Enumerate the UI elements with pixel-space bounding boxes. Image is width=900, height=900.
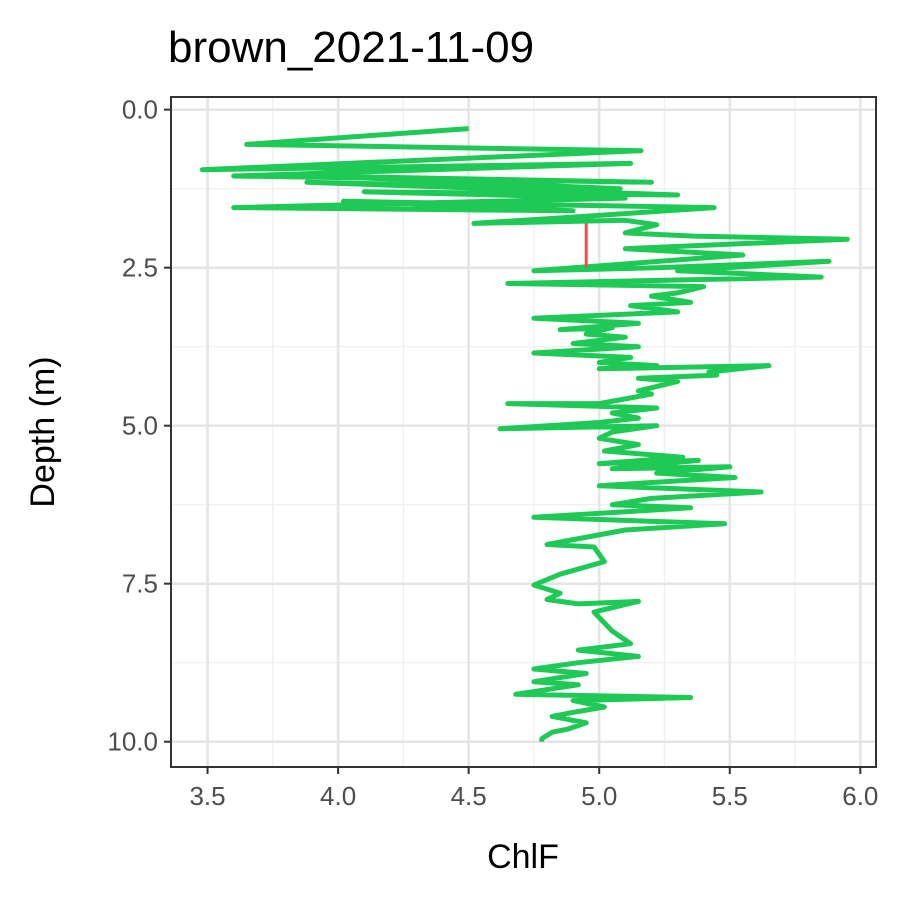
series-line-0: [199, 126, 850, 742]
series-layer: [199, 126, 850, 742]
x-tick-label: 6.0: [842, 781, 878, 811]
x-tick-label: 4.0: [320, 781, 356, 811]
plot-area: [170, 96, 877, 768]
plot-border: [170, 96, 877, 768]
x-axis-title: ChlF: [487, 838, 559, 876]
x-tick-label: 5.0: [581, 781, 617, 811]
y-tick-label: 0.0: [122, 95, 158, 125]
y-tick-label: 10.0: [107, 727, 158, 757]
y-axis: 0.0 2.5 5.0 7.5 10.0: [107, 95, 171, 757]
y-tick-label: 5.0: [122, 411, 158, 441]
x-tick-label: 3.5: [189, 781, 225, 811]
chart-title: brown_2021-11-09: [168, 23, 534, 72]
y-axis-title: Depth (m): [24, 356, 62, 507]
y-tick-label: 2.5: [122, 253, 158, 283]
x-axis: 3.5 4.0 4.5 5.0 5.5 6.0: [189, 767, 878, 811]
x-tick-label: 4.5: [451, 781, 487, 811]
x-tick-label: 5.5: [712, 781, 748, 811]
y-tick-label: 7.5: [122, 569, 158, 599]
